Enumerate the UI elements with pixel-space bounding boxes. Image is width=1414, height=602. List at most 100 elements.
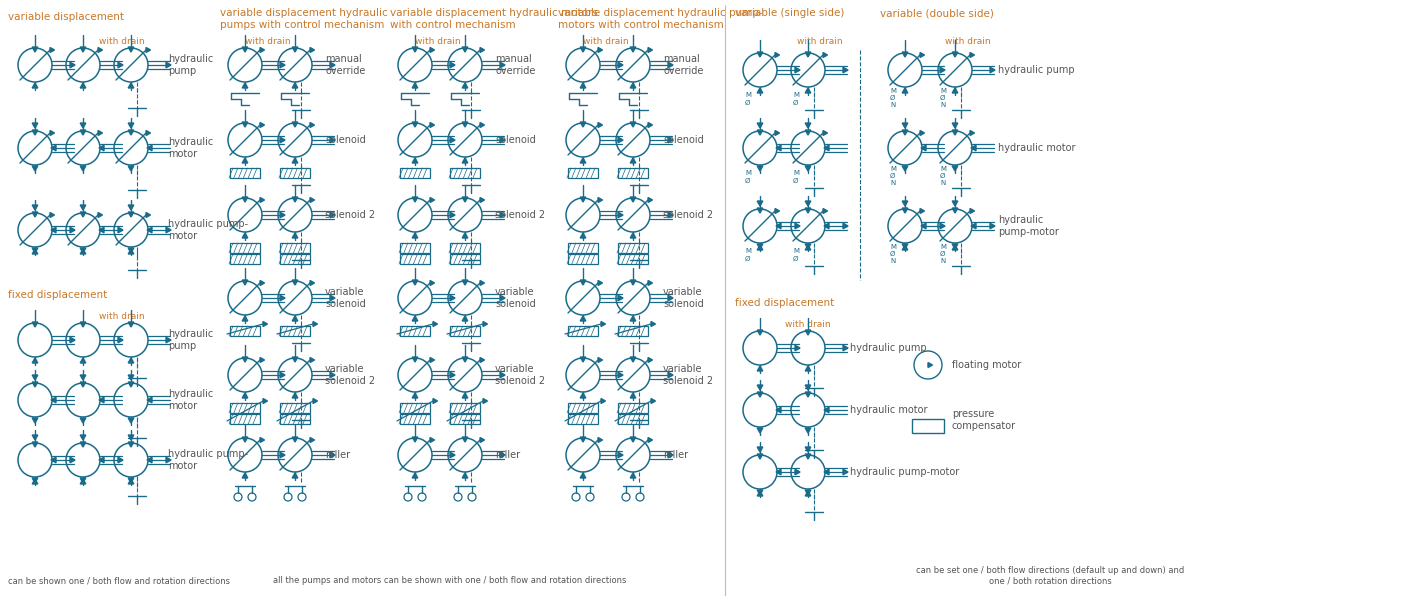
Text: variable
solenoid 2: variable solenoid 2 (663, 364, 713, 386)
Polygon shape (805, 244, 810, 249)
Polygon shape (33, 130, 38, 135)
Polygon shape (758, 330, 762, 335)
Polygon shape (310, 48, 314, 52)
Polygon shape (117, 337, 123, 343)
Polygon shape (952, 52, 957, 57)
Text: N: N (940, 102, 945, 108)
Polygon shape (329, 62, 335, 68)
Polygon shape (81, 375, 86, 380)
Text: can be shown one / both flow and rotation directions: can be shown one / both flow and rotatio… (8, 576, 230, 585)
Polygon shape (242, 316, 247, 321)
Polygon shape (479, 197, 485, 202)
Polygon shape (49, 48, 55, 52)
Polygon shape (667, 212, 673, 218)
Polygon shape (242, 122, 247, 127)
Polygon shape (430, 48, 434, 52)
Polygon shape (462, 437, 468, 442)
Polygon shape (921, 223, 926, 229)
Polygon shape (631, 83, 636, 88)
Polygon shape (462, 197, 468, 202)
Polygon shape (33, 47, 38, 52)
Polygon shape (462, 393, 468, 398)
Polygon shape (952, 166, 957, 171)
Polygon shape (242, 47, 247, 52)
Text: N: N (889, 102, 895, 108)
Bar (618, 414, 648, 424)
Polygon shape (293, 233, 298, 238)
Text: fixed displacement: fixed displacement (8, 290, 107, 300)
Polygon shape (81, 479, 86, 484)
Polygon shape (450, 372, 455, 378)
Polygon shape (795, 345, 800, 351)
Text: hydraulic
pump: hydraulic pump (168, 329, 214, 351)
Polygon shape (280, 372, 286, 378)
Text: hydraulic
motor: hydraulic motor (168, 389, 214, 411)
Text: variable displacement hydraulic pump-
motors with control mechanism: variable displacement hydraulic pump- mo… (559, 8, 762, 29)
Polygon shape (940, 223, 945, 229)
Polygon shape (580, 473, 585, 478)
Polygon shape (795, 469, 800, 475)
Text: variable displacement hydraulic
pumps with control mechanism: variable displacement hydraulic pumps wi… (221, 8, 387, 29)
Polygon shape (462, 357, 468, 362)
Bar (230, 414, 260, 424)
Polygon shape (329, 372, 335, 378)
Polygon shape (479, 122, 485, 128)
Polygon shape (81, 83, 86, 88)
Text: solenoid: solenoid (495, 135, 536, 145)
Text: fixed displacement: fixed displacement (735, 298, 834, 308)
Polygon shape (146, 48, 150, 52)
Polygon shape (98, 213, 103, 217)
Bar (400, 254, 430, 264)
Bar (450, 168, 479, 178)
Bar (568, 414, 598, 424)
Polygon shape (81, 358, 86, 363)
Polygon shape (71, 227, 75, 233)
Polygon shape (580, 122, 585, 127)
Polygon shape (631, 357, 636, 362)
Polygon shape (165, 227, 171, 233)
Polygon shape (242, 473, 247, 478)
Polygon shape (413, 197, 417, 202)
Polygon shape (129, 83, 134, 88)
Polygon shape (805, 491, 810, 496)
Polygon shape (501, 212, 505, 218)
Polygon shape (49, 213, 55, 217)
Polygon shape (805, 88, 810, 93)
Polygon shape (631, 122, 636, 127)
Polygon shape (990, 223, 995, 229)
Polygon shape (99, 457, 105, 463)
Bar (280, 414, 310, 424)
Polygon shape (413, 122, 417, 127)
Bar (230, 403, 260, 413)
Text: variable displacement: variable displacement (8, 12, 124, 22)
Polygon shape (758, 123, 762, 128)
Polygon shape (293, 280, 298, 285)
Polygon shape (598, 122, 602, 128)
Text: hydraulic
pump: hydraulic pump (168, 54, 214, 76)
Polygon shape (952, 244, 957, 249)
Polygon shape (312, 399, 318, 403)
Bar (618, 403, 648, 413)
Polygon shape (667, 62, 673, 68)
Polygon shape (758, 491, 762, 496)
Polygon shape (81, 322, 86, 327)
Text: manual
override: manual override (663, 54, 703, 76)
Text: hydraulic
pump-motor: hydraulic pump-motor (998, 215, 1059, 237)
Polygon shape (462, 316, 468, 321)
Polygon shape (33, 382, 38, 387)
Polygon shape (310, 438, 314, 442)
Polygon shape (33, 205, 38, 210)
Polygon shape (580, 233, 585, 238)
Polygon shape (129, 248, 134, 253)
Polygon shape (49, 131, 55, 135)
Polygon shape (902, 130, 908, 135)
Text: solenoid 2: solenoid 2 (325, 210, 375, 220)
Polygon shape (618, 372, 624, 378)
Polygon shape (129, 478, 134, 483)
Text: Ø: Ø (889, 173, 895, 179)
Bar (618, 254, 648, 264)
Text: variable
solenoid 2: variable solenoid 2 (495, 364, 546, 386)
Text: variable
solenoid: variable solenoid (325, 287, 366, 309)
Polygon shape (81, 166, 86, 171)
Polygon shape (430, 438, 434, 442)
